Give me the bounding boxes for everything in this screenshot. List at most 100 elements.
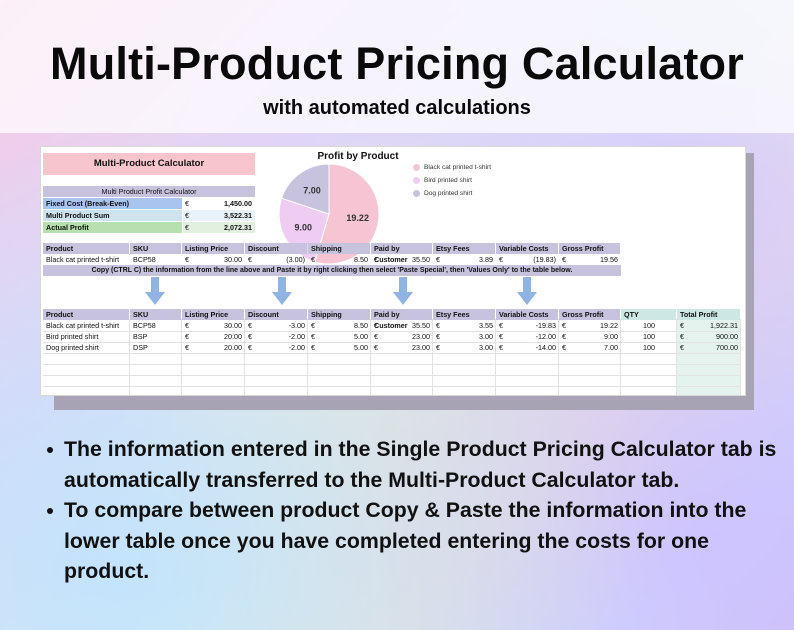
table-cell: (19.83) (533, 255, 556, 264)
grid-line-horizontal (43, 386, 741, 387)
pie-slice (280, 163, 330, 215)
bullet-text: To compare between product Copy & Paste … (64, 498, 747, 583)
currency-symbol: € (374, 321, 378, 330)
table-cell: 100 (643, 332, 655, 341)
table-header-cell: Etsy Fees (433, 309, 495, 320)
legend-swatch (413, 177, 420, 184)
summary-label: Fixed Cost (Break-Even) (43, 198, 182, 209)
table-cell: -3.00 (288, 321, 305, 330)
table-header-cell: SKU (130, 243, 181, 254)
table-header-cell: Variable Costs (496, 309, 558, 320)
grid-line-vertical (495, 319, 496, 395)
currency-symbol: € (499, 255, 503, 264)
table-cell: 35.50 (412, 321, 430, 330)
bullet-item: The information entered in the Single Pr… (38, 434, 778, 495)
currency-symbol: € (436, 321, 440, 330)
table-cell: 20.00 (224, 343, 242, 352)
table-header-cell: Listing Price (182, 243, 244, 254)
grid-line-horizontal (43, 353, 741, 354)
legend-label: Dog printed shirt (424, 190, 473, 197)
table-header-cell: Gross Profit (559, 309, 620, 320)
pie-slice-label: 19.22 (346, 213, 369, 223)
table-cell: -2.00 (288, 343, 305, 352)
paste-instructions: Copy (CTRL C) the information from the l… (43, 265, 621, 276)
table-cell: 19.56 (600, 255, 618, 264)
table-cell: 900.00 (716, 332, 738, 341)
table-cell: 3.55 (479, 321, 493, 330)
pie-slice (314, 163, 380, 265)
table-cell: 100 (643, 321, 655, 330)
summary-value: 1,450.00 (195, 198, 255, 209)
table-cell: Black cat printed t-shirt (46, 255, 120, 264)
currency-symbol: € (562, 255, 566, 264)
table-cell: BCP58 (133, 321, 156, 330)
bullet-dot-icon (47, 508, 53, 514)
summary-row: Fixed Cost (Break-Even) €1,450.00 (43, 198, 255, 209)
legend-item: Dog printed shirt (413, 188, 491, 201)
table-cell: 5.00 (354, 343, 368, 352)
currency-symbol: € (499, 332, 503, 341)
table-header-cell: Shipping (308, 243, 370, 254)
calculator-title: Multi-Product Calculator (43, 153, 255, 175)
table-header-cell: Discount (245, 309, 307, 320)
down-arrow-icon (145, 277, 165, 305)
currency-symbol: € (499, 343, 503, 352)
bullet-dot-icon (47, 447, 53, 453)
table-cell: 35.50 (412, 255, 430, 264)
title-banner (0, 0, 794, 133)
table-cell: 23.00 (412, 343, 430, 352)
table-cell: -19.83 (535, 321, 556, 330)
page-title: Multi-Product Pricing Calculator (50, 38, 744, 89)
table-cell: Bird printed shirt (46, 332, 99, 341)
table-cell: DSP (133, 343, 148, 352)
table-cell: 100 (643, 343, 655, 352)
table-header-cell: Paid by Customer (371, 243, 432, 264)
summary-currency: € (183, 198, 195, 209)
table-cell: -14.00 (535, 343, 556, 352)
bullet-item: To compare between product Copy & Paste … (38, 495, 778, 587)
summary-value: 2,072.31 (195, 222, 255, 233)
table-cell: -12.00 (535, 332, 556, 341)
legend-item: Black cat printed t-shirt (413, 162, 491, 175)
legend-label: Black cat printed t-shirt (424, 164, 492, 171)
down-arrow-icon (517, 277, 537, 305)
grid-line-vertical (370, 319, 371, 395)
table-header-cell: Product (43, 243, 129, 254)
table-cell: 700.00 (716, 343, 738, 352)
chart-legend: Black cat printed t-shirt Bird printed sh… (413, 162, 491, 201)
table-header-cell: Total Profit (677, 309, 740, 320)
summary-currency: € (183, 210, 195, 221)
table-cell: 30.00 (224, 255, 242, 264)
currency-symbol: € (374, 343, 378, 352)
feature-bullets: The information entered in the Single Pr… (38, 434, 778, 587)
pie-slice-label: 7.00 (303, 185, 321, 195)
currency-symbol: € (185, 332, 189, 341)
grid-line-vertical (432, 319, 433, 395)
table-cell: 30.00 (224, 321, 242, 330)
legend-swatch (413, 164, 420, 171)
table-cell: -2.00 (288, 332, 305, 341)
table-header-cell: Paid by Customer (371, 309, 432, 330)
table-cell: 8.50 (354, 321, 368, 330)
table-cell: 3.00 (479, 343, 493, 352)
currency-symbol: € (436, 255, 440, 264)
currency-symbol: € (374, 332, 378, 341)
down-arrow-icon (393, 277, 413, 305)
currency-symbol: € (436, 343, 440, 352)
pie-slice-label: 9.00 (295, 222, 313, 232)
table-header-cell: SKU (130, 309, 181, 320)
currency-symbol: € (680, 321, 684, 330)
currency-symbol: € (248, 343, 252, 352)
grid-line-horizontal (43, 342, 741, 343)
table-cell: 20.00 (224, 332, 242, 341)
table-header-cell: Variable Costs (496, 243, 558, 254)
down-arrow-icon (272, 277, 292, 305)
currency-symbol: € (680, 343, 684, 352)
table-cell: 3.89 (479, 255, 493, 264)
legend-item: Bird printed shirt (413, 175, 491, 188)
table-header-cell: Etsy Fees (433, 243, 495, 254)
grid-line-horizontal (43, 375, 741, 376)
legend-swatch (413, 190, 420, 197)
summary-label: Multi Product Sum (43, 210, 182, 221)
table-header-cell: Discount (245, 243, 307, 254)
